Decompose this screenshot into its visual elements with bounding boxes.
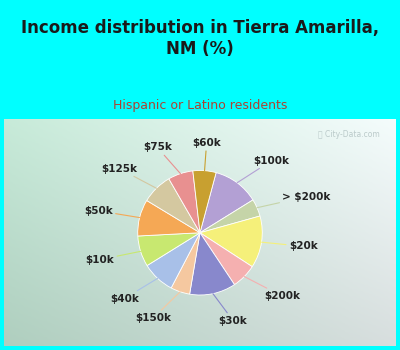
Wedge shape — [171, 233, 200, 294]
Text: $30k: $30k — [213, 294, 248, 326]
Wedge shape — [147, 179, 200, 233]
Text: $150k: $150k — [135, 292, 180, 323]
Wedge shape — [190, 233, 234, 295]
Text: $50k: $50k — [84, 206, 140, 218]
Wedge shape — [193, 170, 216, 233]
Text: $60k: $60k — [192, 138, 221, 171]
Wedge shape — [200, 216, 262, 267]
Text: $75k: $75k — [143, 142, 180, 174]
Text: Income distribution in Tierra Amarilla,
NM (%): Income distribution in Tierra Amarilla, … — [21, 19, 379, 57]
Wedge shape — [200, 233, 252, 285]
Text: $125k: $125k — [101, 163, 156, 188]
Text: $20k: $20k — [262, 241, 318, 251]
Text: $100k: $100k — [237, 156, 290, 183]
Text: $40k: $40k — [110, 278, 158, 303]
Text: > $200k: > $200k — [257, 192, 331, 208]
Wedge shape — [147, 233, 200, 288]
Wedge shape — [200, 173, 253, 233]
Wedge shape — [138, 201, 200, 236]
Text: $200k: $200k — [244, 276, 300, 301]
Wedge shape — [200, 200, 260, 233]
Text: Hispanic or Latino residents: Hispanic or Latino residents — [113, 99, 287, 112]
Text: $10k: $10k — [86, 251, 140, 265]
Wedge shape — [138, 233, 200, 266]
Text: ⓘ City-Data.com: ⓘ City-Data.com — [318, 131, 380, 139]
Wedge shape — [169, 171, 200, 233]
